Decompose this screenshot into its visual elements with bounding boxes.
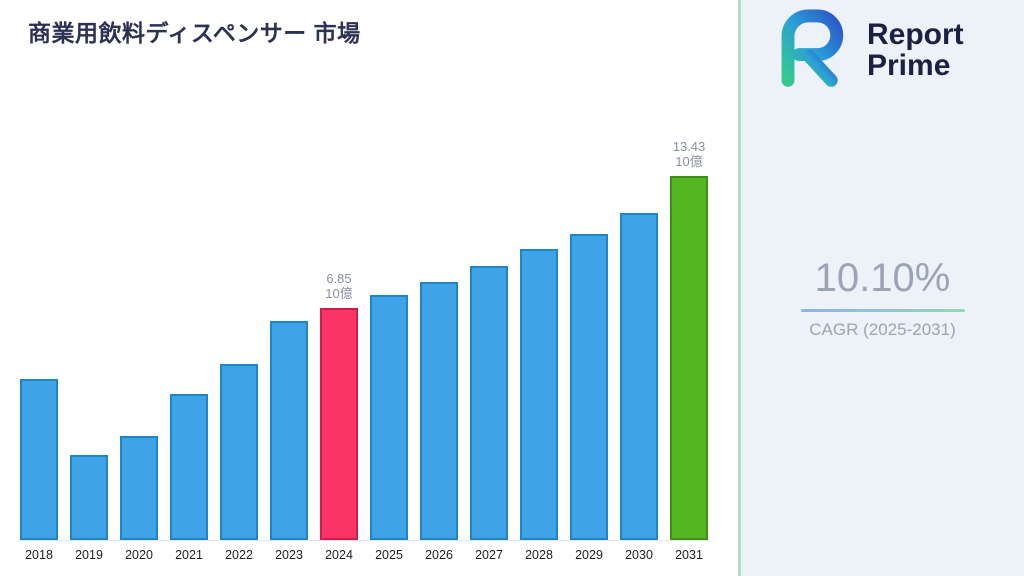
x-axis-label-2020: 2020 <box>125 548 153 562</box>
x-axis-label-2029: 2029 <box>575 548 603 562</box>
bar-2031 <box>670 176 708 540</box>
x-axis-label-2021: 2021 <box>175 548 203 562</box>
bar-2028 <box>520 249 558 540</box>
bar-2024 <box>320 308 358 540</box>
cagr-value: 10.10% <box>814 256 951 300</box>
cagr-label: CAGR (2025-2031) <box>809 320 956 339</box>
bar-2023 <box>270 321 308 540</box>
x-axis-label-2022: 2022 <box>225 548 253 562</box>
x-axis-label-2028: 2028 <box>525 548 553 562</box>
bar-2022 <box>220 364 258 540</box>
x-axis-label-2018: 2018 <box>25 548 53 562</box>
x-axis-label-2024: 2024 <box>325 548 353 562</box>
x-axis-label-2030: 2030 <box>625 548 653 562</box>
brand-logo: Report Prime <box>765 8 964 92</box>
x-axis-label-2027: 2027 <box>475 548 503 562</box>
x-axis-label-2023: 2023 <box>275 548 303 562</box>
cagr-underline <box>800 309 965 312</box>
cagr-block: 10.10% CAGR (2025-2031) <box>741 256 1024 340</box>
brand-name-line2: Prime <box>867 49 951 82</box>
value-label-2031: 13.43 10億 <box>672 138 706 170</box>
x-axis-label-2026: 2026 <box>425 548 453 562</box>
vertical-divider <box>738 0 741 576</box>
bar-2019 <box>70 455 108 540</box>
brand-name: Report Prime <box>867 17 964 82</box>
bar-2025 <box>370 295 408 540</box>
bar-2021 <box>170 394 208 540</box>
brand-name-line1: Report <box>867 17 964 51</box>
bar-2020 <box>120 436 158 540</box>
x-axis-label-2019: 2019 <box>75 548 103 562</box>
bar-2018 <box>20 379 58 540</box>
bar-2030 <box>620 213 658 540</box>
info-panel: Report Prime 10.10% CAGR (2025-2031) <box>741 0 1024 576</box>
page-title: 商業用飲料ディスペンサー 市場 <box>28 20 361 46</box>
x-axis-label-2031: 2031 <box>675 548 703 562</box>
value-label-2024: 6.85 10億 <box>325 270 353 302</box>
chart-panel: 商業用飲料ディスペンサー 市場 2018 2019 2020 2021 2022 2023… <box>0 0 738 576</box>
bar-2029 <box>570 234 608 540</box>
bar-2027 <box>470 266 508 540</box>
report-prime-logo-icon <box>781 9 844 87</box>
bar-chart: 2018 2019 2020 2021 2022 2023 2024 2025 2026 2027… <box>20 139 708 562</box>
x-axis-label-2025: 2025 <box>375 548 403 562</box>
bar-2026 <box>420 282 458 540</box>
